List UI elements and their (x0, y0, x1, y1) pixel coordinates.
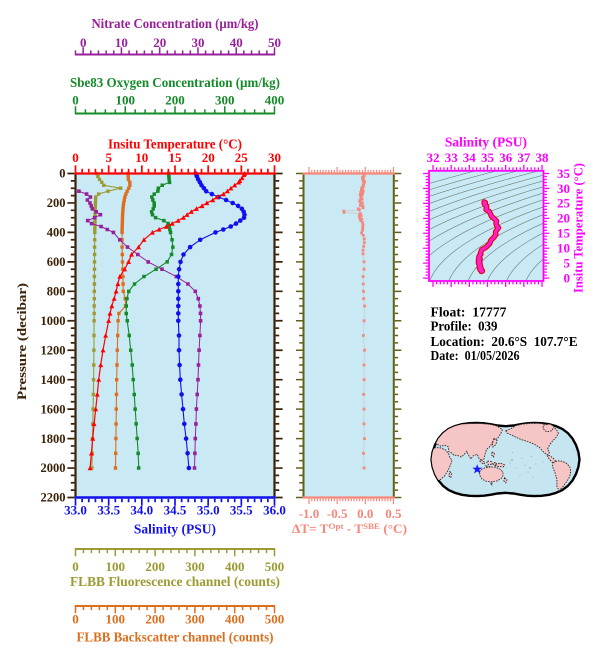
svg-text:400: 400 (225, 559, 245, 574)
svg-text:0: 0 (80, 35, 87, 50)
svg-text:20: 20 (557, 211, 570, 226)
svg-text:5: 5 (564, 256, 571, 271)
svg-text:33: 33 (445, 150, 459, 165)
svg-text:500: 500 (265, 612, 285, 627)
svg-text:33.0: 33.0 (64, 503, 87, 518)
svg-text:Salinity (PSU): Salinity (PSU) (134, 522, 216, 537)
svg-text:0: 0 (72, 612, 79, 627)
svg-text:400: 400 (225, 612, 245, 627)
svg-text:0: 0 (72, 93, 79, 108)
svg-text:0: 0 (59, 167, 65, 181)
svg-text:Nitrate Concentration (µm/kg): Nitrate Concentration (µm/kg) (92, 16, 259, 31)
svg-text:10: 10 (135, 150, 148, 165)
svg-text:34: 34 (463, 150, 477, 165)
svg-text:200: 200 (145, 559, 165, 574)
svg-text:-1.0: -1.0 (299, 506, 320, 521)
svg-text:38: 38 (536, 150, 550, 165)
svg-text:200: 200 (47, 196, 66, 210)
svg-text:34.0: 34.0 (130, 503, 153, 518)
svg-text:34.5: 34.5 (164, 503, 187, 518)
svg-text:300: 300 (185, 612, 205, 627)
svg-text:Insitu Temperature (°C): Insitu Temperature (°C) (108, 137, 242, 152)
svg-text:200: 200 (145, 612, 165, 627)
svg-text:30: 30 (268, 150, 281, 165)
svg-text:100: 100 (106, 559, 126, 574)
svg-text:FLBB Backscatter channel (coun: FLBB Backscatter channel (counts) (77, 630, 274, 645)
svg-text:50: 50 (268, 35, 281, 50)
svg-text:300: 300 (215, 93, 235, 108)
svg-text:100: 100 (106, 612, 126, 627)
svg-text:40: 40 (230, 35, 243, 50)
svg-text:600: 600 (47, 255, 66, 269)
svg-text:15: 15 (169, 150, 183, 165)
svg-text:Profile: 039: Profile: 039 (431, 320, 498, 335)
svg-text:20: 20 (202, 150, 215, 165)
svg-text:Date: 01/05/2026: Date: 01/05/2026 (431, 349, 520, 364)
svg-text:5: 5 (105, 150, 112, 165)
svg-text:30: 30 (557, 181, 570, 196)
svg-text:0.0: 0.0 (357, 506, 373, 521)
svg-text:0.5: 0.5 (385, 506, 402, 521)
svg-text:Sbe83 Oxygen Concentration (µm: Sbe83 Oxygen Concentration (µm/kg) (70, 75, 280, 90)
svg-text:400: 400 (47, 226, 66, 240)
svg-text:36.0: 36.0 (263, 503, 286, 518)
svg-text:500: 500 (265, 559, 285, 574)
svg-text:35.5: 35.5 (230, 503, 253, 518)
svg-text:800: 800 (47, 285, 66, 299)
svg-text:Insitu Temperature (°C): Insitu Temperature (°C) (571, 163, 586, 293)
svg-text:0: 0 (72, 150, 79, 165)
svg-text:-0.5: -0.5 (327, 506, 348, 521)
svg-text:10: 10 (557, 241, 570, 256)
svg-text:30: 30 (192, 35, 205, 50)
svg-text:100: 100 (115, 93, 135, 108)
svg-text:Float: 17777: Float: 17777 (431, 305, 507, 320)
svg-text:25: 25 (235, 150, 249, 165)
svg-text:1600: 1600 (41, 402, 66, 416)
svg-text:0: 0 (72, 559, 79, 574)
svg-text:15: 15 (557, 226, 571, 241)
svg-text:2000: 2000 (41, 461, 66, 475)
svg-text:Salinity (PSU): Salinity (PSU) (445, 135, 527, 150)
svg-text:20: 20 (153, 35, 166, 50)
svg-text:Pressure (decibar): Pressure (decibar) (15, 283, 29, 400)
svg-text:25: 25 (557, 196, 571, 211)
svg-text:1200: 1200 (41, 343, 66, 357)
svg-text:35: 35 (481, 150, 495, 165)
svg-text:33.5: 33.5 (97, 503, 120, 518)
svg-text:10: 10 (115, 35, 128, 50)
svg-text:1000: 1000 (41, 314, 66, 328)
svg-text:400: 400 (265, 93, 285, 108)
svg-text:200: 200 (165, 93, 185, 108)
svg-text:Location: 20.6°S 107.7°E: Location: 20.6°S 107.7°E (431, 335, 578, 350)
svg-text:32: 32 (427, 150, 440, 165)
svg-text:35: 35 (557, 166, 571, 181)
svg-text:FLBB Fluorescence channel (cou: FLBB Fluorescence channel (counts) (70, 574, 280, 589)
svg-text:0: 0 (564, 270, 571, 285)
svg-text:1800: 1800 (41, 432, 66, 446)
svg-text:1400: 1400 (41, 373, 66, 387)
svg-text:2200: 2200 (41, 491, 66, 505)
svg-text:37: 37 (517, 150, 531, 165)
svg-text:36: 36 (499, 150, 513, 165)
svg-text:300: 300 (185, 559, 205, 574)
svg-text:35.0: 35.0 (197, 503, 220, 518)
